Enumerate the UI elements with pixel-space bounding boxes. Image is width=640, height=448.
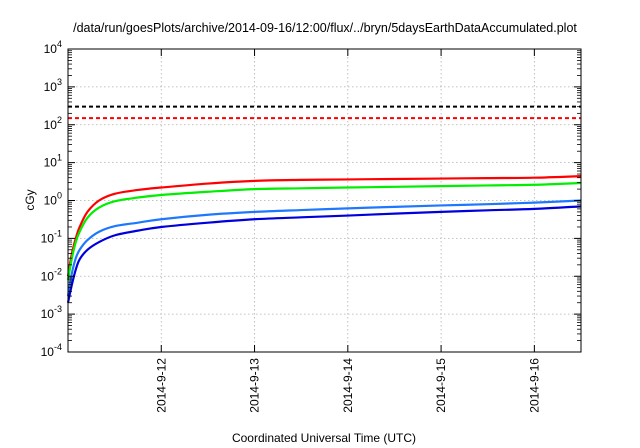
y-tick-base: 10 [41, 345, 55, 359]
y-tick-base: 10 [44, 42, 58, 56]
y-tick-label: 10-2 [41, 266, 62, 283]
y-tick-base: 10 [44, 194, 58, 208]
y-tick-exponent: 0 [57, 191, 62, 201]
y-tick-label: 103 [44, 77, 62, 94]
x-tick-label: 2014-9-14 [341, 358, 355, 413]
y-tick-label: 10-3 [41, 304, 62, 321]
x-axis-ticks: 2014-9-12 2014-9-13 2014-9-14 2014-9-15 2014… [154, 49, 541, 413]
y-tick-exponent: 3 [57, 77, 62, 87]
series-line [66, 205, 582, 303]
grid [68, 49, 581, 352]
reference-lines [68, 105, 581, 120]
x-axis-label: Coordinated Universal Time (UTC) [232, 431, 416, 445]
y-tick-base: 10 [44, 80, 58, 94]
y-tick-label: 10-4 [41, 342, 62, 359]
series-line [66, 181, 582, 281]
y-tick-exponent: 2 [57, 115, 62, 125]
x-tick-label: 2014-9-13 [248, 358, 262, 413]
y-tick-label: 104 [44, 39, 62, 56]
x-tick-label: 2014-9-12 [154, 358, 168, 413]
y-tick-base: 10 [41, 269, 55, 283]
y-tick-exponent: -2 [54, 266, 62, 276]
series-group [66, 175, 582, 303]
y-tick-exponent: 1 [57, 153, 62, 163]
chart-title: /data/run/goesPlots/archive/2014-09-16/1… [73, 21, 577, 35]
y-tick-base: 10 [44, 118, 58, 132]
y-tick-base: 10 [41, 231, 55, 245]
x-tick-label: 2014-9-16 [527, 358, 541, 413]
y-tick-exponent: -4 [54, 342, 62, 352]
y-tick-base: 10 [41, 307, 55, 321]
y-tick-base: 10 [44, 156, 58, 170]
y-tick-label: 102 [44, 115, 62, 132]
x-tick-label: 2014-9-15 [434, 358, 448, 413]
series-line [66, 199, 582, 297]
y-tick-label: 10-1 [41, 228, 62, 245]
y-tick-exponent: -1 [54, 228, 62, 238]
y-tick-exponent: -3 [54, 304, 62, 314]
y-axis-label: cGy [23, 189, 37, 210]
y-tick-label: 101 [44, 153, 62, 170]
series-line [66, 175, 582, 277]
y-tick-label: 100 [44, 191, 62, 208]
y-tick-exponent: 4 [57, 39, 62, 49]
